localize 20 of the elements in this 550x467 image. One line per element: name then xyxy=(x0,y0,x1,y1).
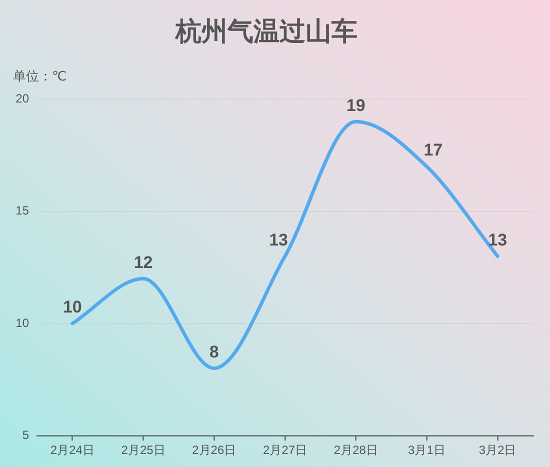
x-tick-label: 3月2日 xyxy=(478,443,516,458)
y-tick-label: 15 xyxy=(16,204,30,218)
x-tick-label: 2月26日 xyxy=(192,443,236,458)
y-axis-title: 单位：℃ xyxy=(13,68,67,84)
data-label: 13 xyxy=(488,230,508,250)
data-label: 17 xyxy=(424,140,443,160)
x-tick-label: 3月1日 xyxy=(408,443,446,458)
y-tick-label: 10 xyxy=(16,316,30,330)
x-tick-label: 2月28日 xyxy=(334,443,378,458)
y-tick-label: 5 xyxy=(22,428,30,442)
data-label: 8 xyxy=(209,342,219,362)
x-tick-label: 2月27日 xyxy=(262,443,308,458)
x-tick-label: 2月25日 xyxy=(121,443,166,458)
data-label: 12 xyxy=(134,252,153,272)
x-tick-label: 2月24日 xyxy=(50,443,94,458)
data-label: 10 xyxy=(62,298,82,317)
data-label: 13 xyxy=(269,230,288,250)
y-tick-label: 20 xyxy=(16,92,30,106)
data-label: 19 xyxy=(346,96,366,115)
chart-title: 杭州气温过山车 xyxy=(174,16,358,46)
